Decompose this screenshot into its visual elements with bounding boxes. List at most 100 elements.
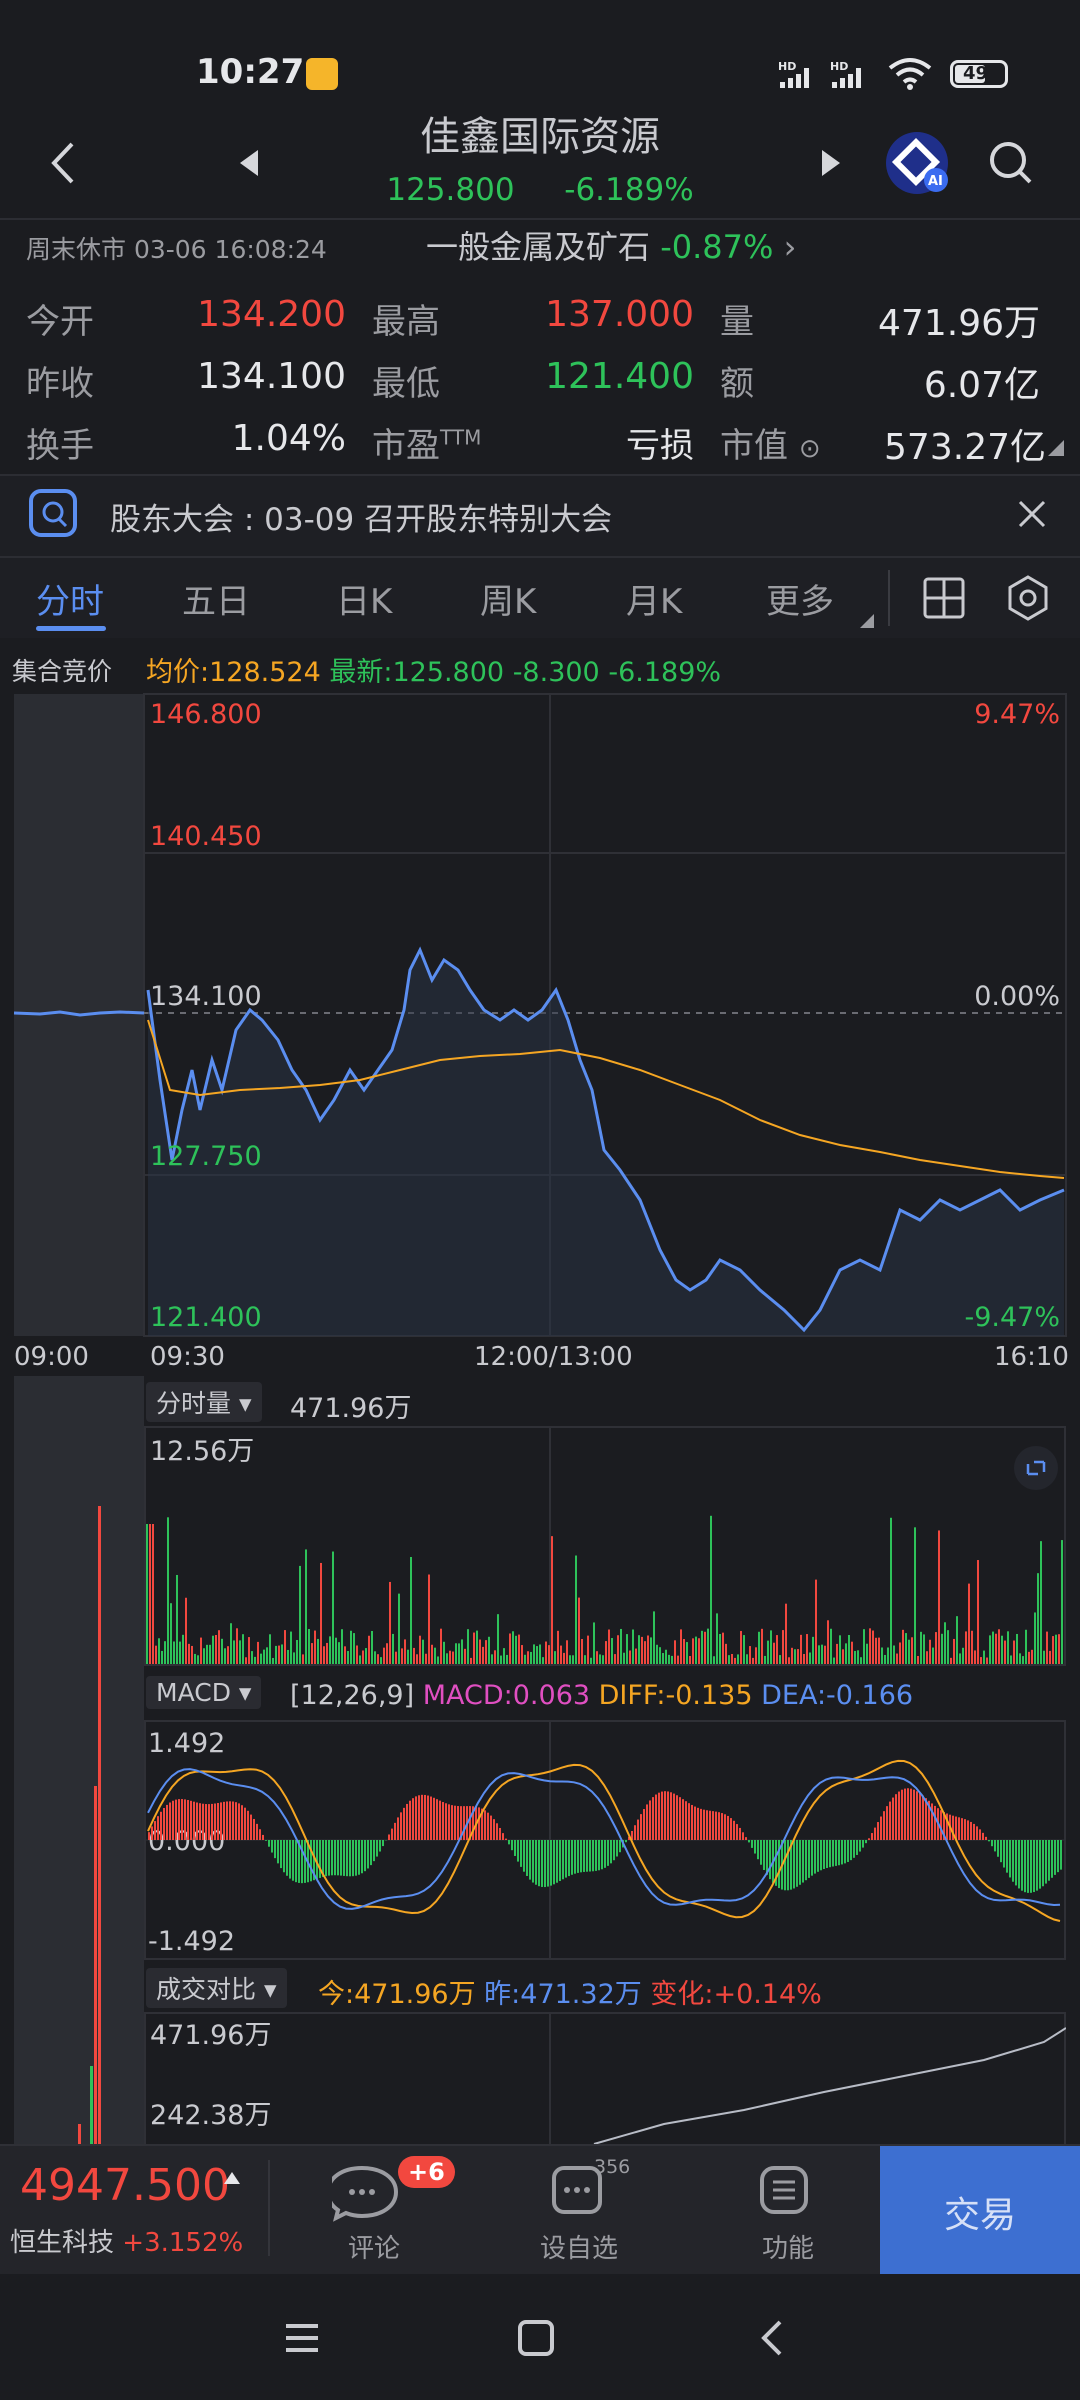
macd-bar: [316, 1840, 318, 1880]
tab-weekly-k[interactable]: 周K: [480, 582, 537, 622]
volume-bar: [602, 1655, 604, 1664]
home-icon[interactable]: [516, 2318, 556, 2358]
volume-bar: [626, 1634, 628, 1664]
volume-bar: [149, 1524, 151, 1664]
menu-icon[interactable]: [282, 2318, 322, 2358]
sector-link[interactable]: 一般金属及矿石 -0.87% ›: [426, 222, 796, 268]
tab-intraday[interactable]: 分时: [36, 582, 104, 622]
settings-icon[interactable]: [1004, 574, 1052, 622]
volume-selector[interactable]: 分时量 ▾: [146, 1382, 262, 1422]
volume-bar: [917, 1655, 919, 1664]
volume-bar: [647, 1635, 649, 1664]
volume-bar: [476, 1630, 478, 1664]
macd-bar: [511, 1840, 513, 1851]
volume-bar: [599, 1654, 601, 1664]
grid-layout-icon[interactable]: [922, 576, 966, 620]
macd-bar: [178, 1799, 180, 1840]
mcap-label[interactable]: 市值 ⊙: [720, 418, 821, 467]
function-label: 功能: [762, 2234, 815, 2264]
macd-bar: [853, 1840, 855, 1858]
volume-bar: [287, 1649, 289, 1664]
compare-selector[interactable]: 成交对比 ▾: [146, 1968, 287, 2008]
volume-bar: [365, 1648, 367, 1664]
macd-bar: [259, 1829, 261, 1840]
volume-bar: [215, 1635, 217, 1664]
macd-bar: [184, 1799, 186, 1840]
prev-close-label: 昨收: [26, 364, 94, 404]
macd-bar: [280, 1840, 282, 1869]
macd-bar: [163, 1808, 165, 1840]
macd-bar: [535, 1840, 537, 1885]
macd-bar: [187, 1800, 189, 1840]
macd-bar: [778, 1840, 780, 1889]
expand-corner-icon[interactable]: [1046, 438, 1066, 458]
volume-bar: [155, 1645, 157, 1664]
index-change: +3.152%: [122, 2228, 244, 2258]
tab-daily-k[interactable]: 日K: [336, 582, 393, 622]
volume-bar: [764, 1655, 766, 1664]
macd-bar: [154, 1821, 156, 1840]
macd-bar: [922, 1795, 924, 1840]
macd-bar: [934, 1805, 936, 1840]
back-icon[interactable]: [44, 138, 84, 188]
volume-bar: [335, 1637, 337, 1664]
tab-five-day[interactable]: 五日: [182, 582, 250, 622]
macd-bar: [862, 1840, 864, 1848]
macd-bar: [976, 1826, 978, 1840]
macd-bar: [253, 1818, 255, 1840]
volume-chart: 12.56万: [144, 1426, 1066, 1666]
volume-bar: [713, 1656, 715, 1664]
volume-bar: [164, 1641, 166, 1664]
volume-bar: [752, 1657, 754, 1664]
macd-bar: [214, 1803, 216, 1840]
macd-bar: [190, 1800, 192, 1840]
macd-bar: [571, 1840, 573, 1875]
intraday-price-chart[interactable]: 146.800 140.450 134.100 127.750 121.400 …: [0, 690, 1080, 1340]
macd-selector[interactable]: MACD ▾: [146, 1676, 262, 1709]
macd-bar: [874, 1827, 876, 1840]
notice-bar[interactable]: [0, 476, 1080, 556]
volume-bar: [890, 1517, 892, 1664]
macd-bar: [409, 1800, 411, 1840]
volume-bar: [575, 1555, 577, 1664]
next-stock-icon[interactable]: [816, 148, 844, 178]
trade-button[interactable]: 交易: [880, 2146, 1080, 2274]
index-value[interactable]: 4947.500: [20, 2160, 230, 2211]
macd-bar: [553, 1840, 555, 1885]
volume-bar: [251, 1651, 253, 1664]
macd-bar: [631, 1830, 633, 1840]
tab-monthly-k[interactable]: 月K: [626, 582, 683, 622]
macd-bar: [811, 1840, 813, 1876]
macd-bar: [961, 1818, 963, 1840]
macd-bar: [1042, 1840, 1044, 1887]
macd-bar: [256, 1823, 258, 1840]
function-button[interactable]: 功能: [740, 2156, 840, 2266]
prev-stock-icon[interactable]: [236, 148, 264, 178]
macd-bar: [829, 1840, 831, 1868]
macd-bar: [352, 1840, 354, 1877]
search-icon[interactable]: [986, 138, 1036, 188]
watchlist-button[interactable]: 356 设自选: [530, 2156, 660, 2266]
volume-bar: [554, 1651, 556, 1664]
macd-bar: [823, 1840, 825, 1869]
macd-bar: [832, 1840, 834, 1867]
expand-chart-icon[interactable]: [1012, 1444, 1060, 1492]
ai-assistant-icon[interactable]: AI: [884, 130, 950, 196]
close-icon[interactable]: [1014, 496, 1050, 532]
macd-bar: [760, 1840, 762, 1865]
macd-bar: [706, 1810, 708, 1840]
volume-bar: [977, 1560, 979, 1664]
tab-more[interactable]: 更多: [766, 582, 834, 622]
nav-back-icon[interactable]: [754, 2316, 788, 2360]
macd-bar: [337, 1840, 339, 1876]
mcap-label-text: 市值: [720, 426, 788, 466]
y-label-4: 127.750: [150, 1141, 262, 1172]
info-icon[interactable]: ⊙: [798, 434, 821, 464]
volume-bar: [830, 1628, 832, 1664]
notice-text[interactable]: 股东大会 : 03-09 召开股东特别大会: [110, 502, 613, 538]
volume-bar: [464, 1648, 466, 1664]
comment-button[interactable]: +6 评论: [312, 2156, 455, 2266]
volume-bar: [284, 1630, 286, 1664]
volume-bar: [584, 1655, 586, 1664]
volume-bar: [374, 1651, 376, 1664]
